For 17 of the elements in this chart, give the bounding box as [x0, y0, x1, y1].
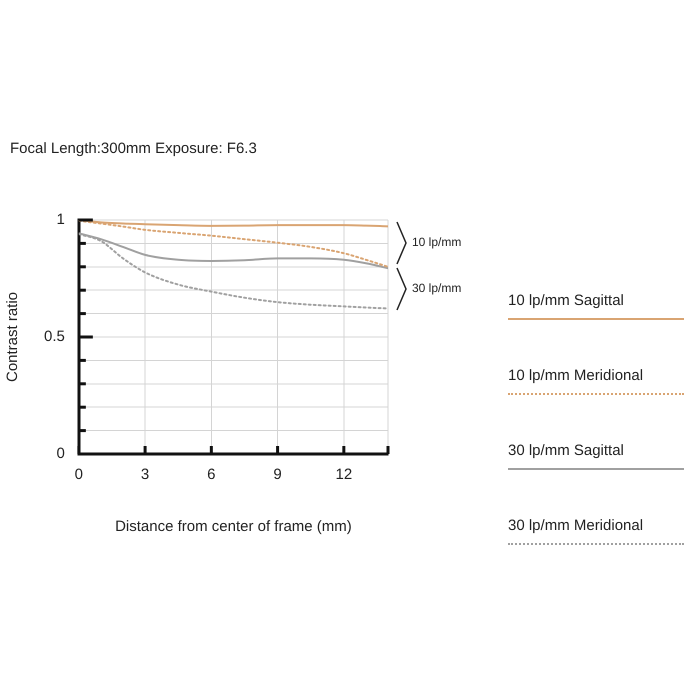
text: 30 lp/mm — [412, 281, 462, 296]
text: 30 lp/mm Meridional — [508, 517, 644, 534]
x-tick-label: 12 — [335, 466, 352, 484]
y-tick-label: 1 — [56, 211, 65, 228]
text: 30 lp/mm Sagittal — [508, 442, 625, 459]
x-tick-label: 3 — [140, 466, 150, 484]
x-tick-label: 6 — [207, 466, 216, 484]
y-axis-title: Contrast ratio — [4, 292, 22, 382]
text: 10 lp/mm Sagittal — [508, 292, 625, 309]
y-tick-label: 0 — [56, 445, 65, 462]
x-tick-label: 9 — [273, 466, 282, 484]
y-tick-label: 0.5 — [44, 328, 65, 346]
text: 10 lp/mm — [412, 235, 462, 250]
x-axis-title: Distance from center of frame (mm) — [115, 518, 352, 536]
chart-title: Focal Length:300mm Exposure: F6.3 — [10, 140, 257, 157]
text: 10 lp/mm Meridional — [508, 367, 644, 384]
x-tick-label: 0 — [74, 466, 84, 484]
